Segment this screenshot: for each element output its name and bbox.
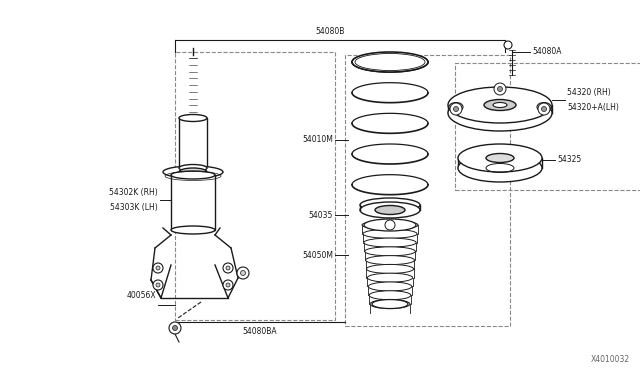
Ellipse shape (364, 238, 416, 247)
Circle shape (237, 267, 249, 279)
Circle shape (169, 322, 181, 334)
Ellipse shape (449, 103, 463, 112)
Circle shape (226, 266, 230, 270)
Ellipse shape (352, 52, 428, 72)
Bar (179, 118, 207, 168)
Circle shape (494, 83, 506, 95)
Ellipse shape (367, 273, 413, 282)
Text: X4010032: X4010032 (591, 355, 630, 364)
Ellipse shape (363, 229, 417, 238)
Text: 54320+A(LH): 54320+A(LH) (567, 103, 619, 112)
Circle shape (226, 283, 230, 287)
Circle shape (450, 103, 462, 115)
Bar (345, 55, 510, 326)
Ellipse shape (364, 219, 416, 231)
Ellipse shape (171, 226, 215, 234)
Ellipse shape (537, 103, 551, 112)
Text: 54302K (RH): 54302K (RH) (109, 188, 158, 197)
Text: 54035: 54035 (308, 211, 333, 219)
Ellipse shape (362, 221, 418, 230)
Bar (455, 63, 640, 190)
Text: 54080B: 54080B (316, 27, 345, 36)
Ellipse shape (163, 166, 223, 178)
Circle shape (173, 326, 177, 330)
Circle shape (538, 103, 550, 115)
Ellipse shape (360, 198, 420, 212)
Ellipse shape (375, 205, 405, 215)
Ellipse shape (493, 103, 507, 108)
Text: 54080A: 54080A (532, 48, 561, 57)
Text: 54320 (RH): 54320 (RH) (567, 88, 611, 97)
Ellipse shape (372, 299, 408, 308)
Ellipse shape (486, 154, 514, 163)
Ellipse shape (365, 256, 415, 264)
Ellipse shape (179, 115, 207, 122)
Circle shape (223, 263, 233, 273)
Circle shape (156, 266, 160, 270)
Ellipse shape (448, 87, 552, 123)
Text: 54050M: 54050M (302, 250, 333, 260)
Ellipse shape (484, 99, 516, 110)
Circle shape (385, 220, 395, 230)
Text: 54010M: 54010M (302, 135, 333, 144)
Text: 54303K (LH): 54303K (LH) (110, 203, 158, 212)
Circle shape (153, 280, 163, 290)
Bar (175, 52, 335, 320)
Text: 54325: 54325 (557, 155, 581, 164)
Ellipse shape (458, 144, 542, 172)
Ellipse shape (179, 168, 207, 176)
Circle shape (497, 87, 502, 92)
Circle shape (454, 106, 458, 112)
Circle shape (241, 270, 246, 276)
Ellipse shape (360, 202, 420, 218)
Circle shape (156, 283, 160, 287)
Ellipse shape (365, 247, 415, 256)
Ellipse shape (368, 282, 412, 291)
Ellipse shape (171, 171, 215, 179)
Ellipse shape (448, 95, 552, 131)
Text: 54080BA: 54080BA (243, 327, 277, 336)
Ellipse shape (369, 291, 411, 300)
Circle shape (153, 263, 163, 273)
Ellipse shape (370, 299, 410, 308)
Bar (171, 175, 215, 230)
Ellipse shape (367, 264, 413, 273)
Circle shape (223, 280, 233, 290)
Text: 40056X: 40056X (126, 291, 156, 300)
Ellipse shape (179, 164, 207, 171)
Circle shape (541, 106, 547, 112)
Circle shape (504, 41, 512, 49)
Ellipse shape (458, 154, 542, 182)
